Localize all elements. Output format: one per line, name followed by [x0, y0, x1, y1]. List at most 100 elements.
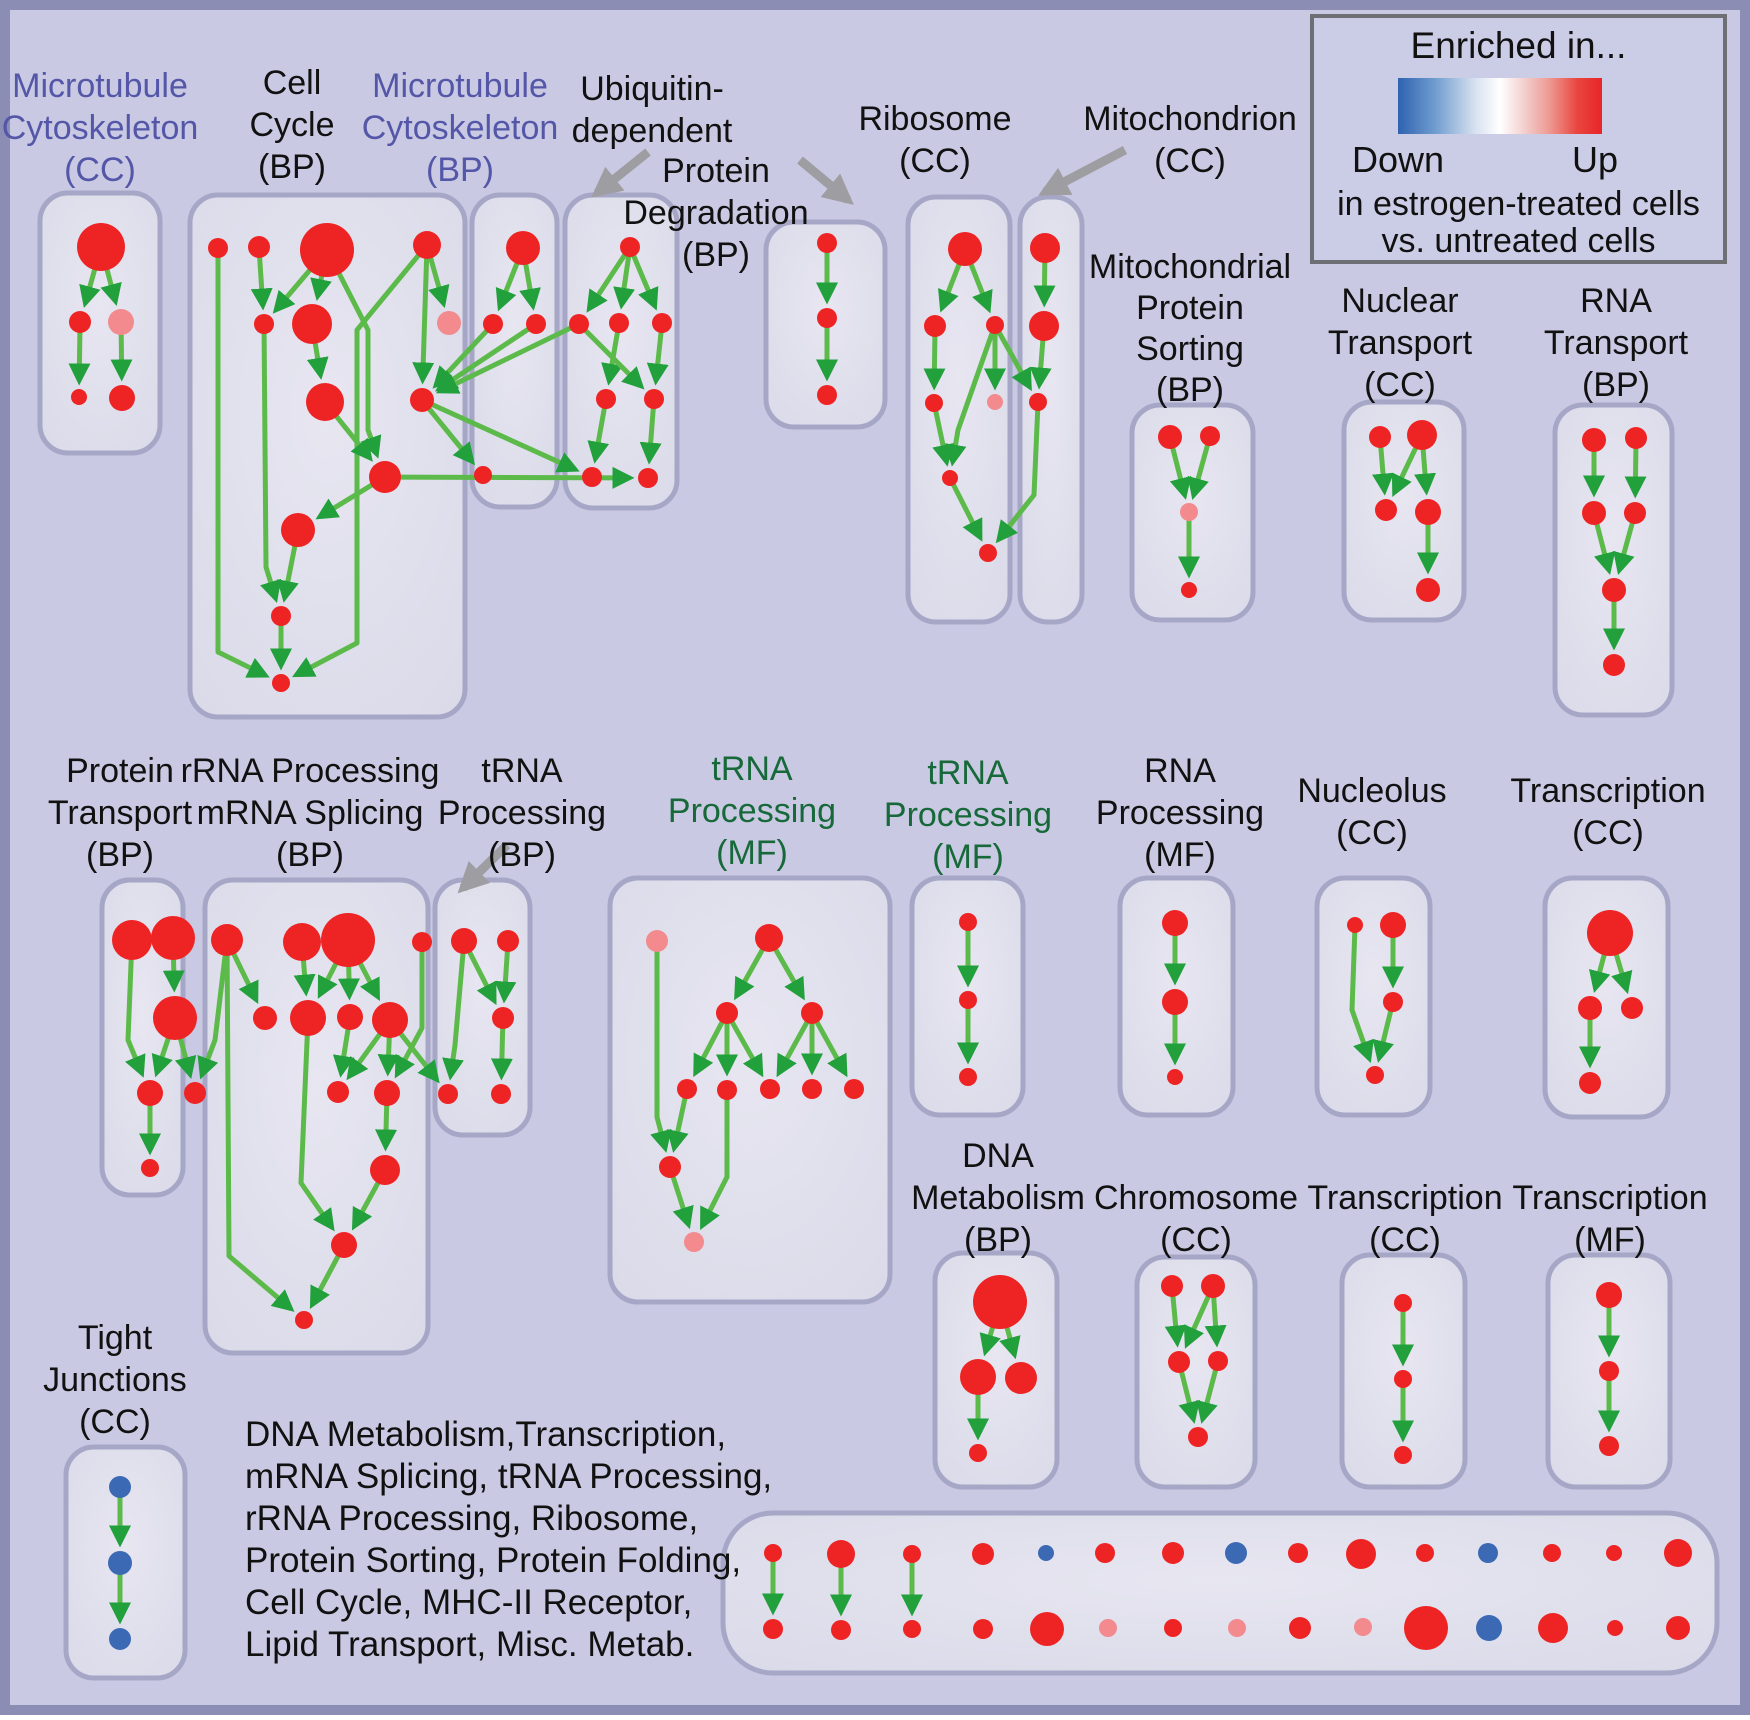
hierarchy-edges: [68, 252, 1647, 1625]
go-term-node-u15b: [1666, 1616, 1690, 1640]
legend-box: [1310, 14, 1727, 264]
edge-arrow: [587, 407, 610, 464]
go-term-node-cy10: [369, 461, 401, 493]
go-term-node-cy3: [300, 223, 354, 277]
go-term-node-cy4: [413, 231, 441, 259]
edge-arrow: [979, 1326, 1001, 1357]
go-term-node-y1: [1347, 917, 1363, 933]
go-term-node-u11b: [1404, 1606, 1448, 1650]
go-term-node-rb4: [925, 394, 943, 412]
go-term-node-c4: [1208, 1351, 1228, 1371]
category-label: Protein: [1136, 289, 1244, 327]
category-label: (MF): [1574, 1221, 1646, 1259]
go-term-node-tc1: [1394, 1294, 1412, 1312]
category-label: (BP): [964, 1221, 1032, 1259]
category-label: Ubiquitin-: [580, 70, 724, 108]
go-term-node-rb6: [942, 470, 958, 486]
go-term-node-k1: [646, 930, 668, 952]
go-term-node-u10t: [1346, 1539, 1376, 1569]
edge-arrow: [1613, 521, 1635, 576]
go-term-node-k2: [755, 924, 783, 952]
category-box: [1134, 1254, 1258, 1490]
category-label: (BP): [258, 148, 326, 186]
category-label: Processing: [438, 794, 606, 832]
edge-arrow: [773, 948, 805, 1001]
go-term-node-u12t: [1478, 1543, 1498, 1563]
category-label: Transport: [1544, 324, 1689, 362]
category-label: Mitochondrial: [1089, 248, 1291, 286]
edge-arrow: [1178, 1371, 1200, 1424]
edge-arrow: [996, 330, 1032, 392]
edge-arrow: [1624, 447, 1647, 499]
category-box: [1542, 875, 1671, 1120]
edge-arrow: [1414, 448, 1436, 496]
go-term-node-u8t: [1225, 1542, 1247, 1564]
go-term-node-p2: [151, 916, 195, 960]
edge-arrow: [260, 332, 282, 604]
edge-arrow: [377, 1036, 400, 1077]
category-label: Transport: [48, 794, 193, 832]
go-term-node-g1: [211, 924, 243, 956]
go-term-node-w1: [959, 913, 977, 931]
category-label: Processing: [668, 792, 836, 830]
category-label: (CC): [79, 1403, 151, 1441]
category-box: [932, 1250, 1060, 1490]
edge-arrow: [1391, 446, 1419, 497]
go-term-node-nt1: [1369, 426, 1391, 448]
edge-arrow: [1349, 931, 1374, 1064]
go-term-node-u7b: [1164, 1619, 1182, 1637]
go-term-node-k11: [684, 1232, 704, 1252]
edge-arrow: [650, 951, 672, 1153]
go-term-node-p3: [153, 996, 197, 1040]
go-term-node-uv1: [817, 233, 837, 253]
legend-down-label: Down: [1352, 139, 1444, 180]
edge-arrow: [162, 958, 185, 993]
edge-arrow: [999, 1326, 1021, 1360]
edge-arrow: [519, 263, 541, 311]
label-pointer-arrow: [797, 156, 854, 205]
go-term-node-g10: [374, 1080, 400, 1106]
go-term-node-tc2: [1394, 1370, 1412, 1388]
edge-arrow: [332, 1028, 355, 1078]
go-term-node-rb2: [924, 315, 946, 337]
go-term-node-mc2: [69, 311, 91, 333]
category-label: Degradation: [623, 194, 808, 232]
edge-arrow: [814, 1020, 848, 1078]
edge-arrow: [667, 1097, 689, 1153]
go-term-node-q5: [1602, 578, 1626, 602]
go-term-node-g12: [331, 1232, 357, 1258]
go-term-node-u9b: [1289, 1617, 1311, 1639]
category-label: DNA: [962, 1137, 1034, 1175]
go-term-node-k9: [844, 1079, 864, 1099]
category-label: (CC): [1154, 142, 1226, 180]
go-term-node-mb3: [526, 314, 546, 334]
go-term-node-p1: [112, 920, 152, 960]
label-pointer-arrow: [457, 841, 511, 894]
category-label: (CC): [1160, 1221, 1232, 1259]
go-term-node-u7t: [1162, 1542, 1184, 1564]
category-label: Microtubule: [12, 67, 188, 105]
misc-categories-note: DNA Metabolism,Transcription,: [245, 1415, 726, 1454]
go-term-node-s1: [1158, 425, 1182, 449]
go-term-node-b3: [492, 1007, 514, 1029]
edge-arrow: [375, 1104, 398, 1152]
go-term-node-d3: [1005, 1362, 1037, 1394]
edge-arrow: [950, 483, 983, 542]
legend: Enriched in... Down Up in estrogen-treated …: [1310, 14, 1727, 264]
go-term-node-u13t: [1543, 1544, 1561, 1562]
go-term-node-mb4: [474, 466, 492, 484]
category-label: Cytoskeleton: [362, 109, 559, 147]
edge-arrow: [995, 409, 1041, 544]
category-label: Tight: [78, 1319, 153, 1357]
category-label: Microtubule: [372, 67, 548, 105]
category-label: Protein: [662, 152, 770, 190]
category-label: Cell: [263, 64, 322, 102]
edge-arrow: [490, 1027, 513, 1081]
misc-categories-note: Protein Sorting, Protein Folding,: [245, 1541, 741, 1580]
category-label: (CC): [1572, 814, 1644, 852]
edge-arrow: [1372, 446, 1394, 496]
go-term-node-c5: [1188, 1427, 1208, 1447]
category-label: RNA: [1580, 282, 1652, 320]
go-term-node-s2: [1200, 426, 1220, 446]
